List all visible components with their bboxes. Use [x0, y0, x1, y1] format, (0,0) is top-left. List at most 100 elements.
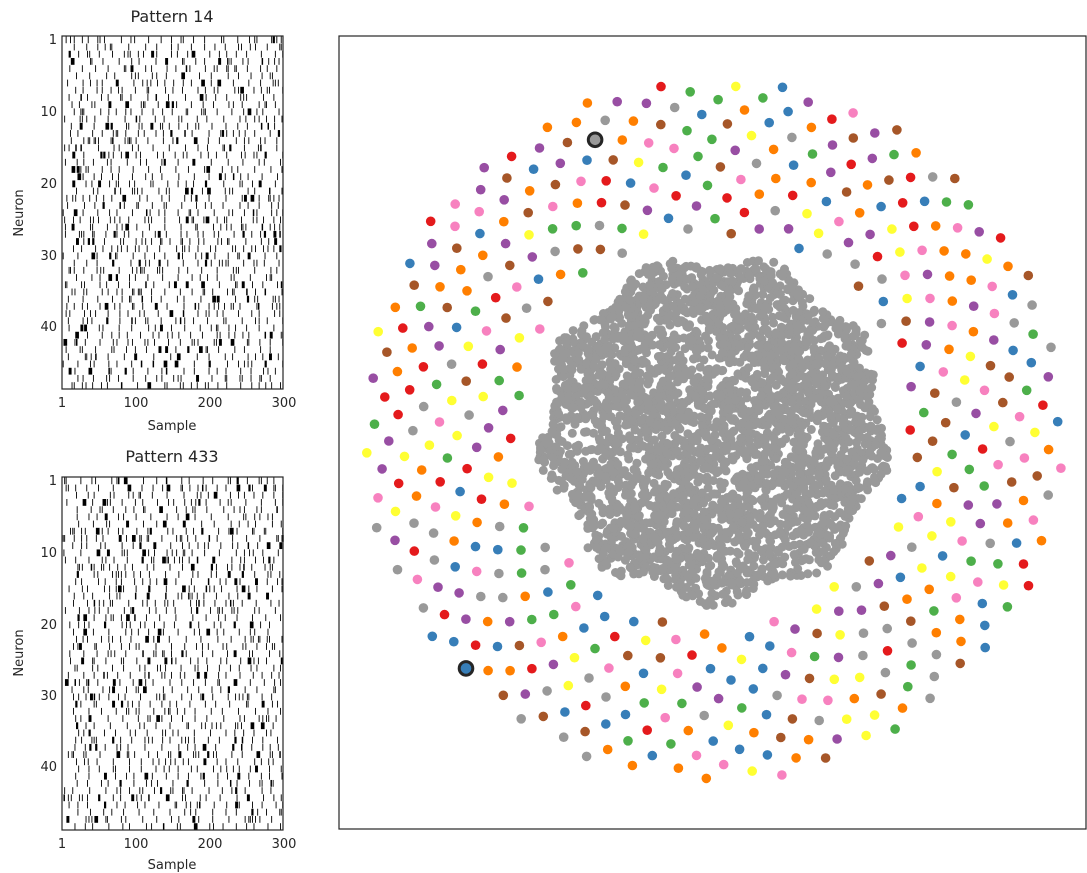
spike-mark	[135, 151, 137, 159]
spike-mark	[93, 137, 95, 145]
spike-mark	[247, 187, 249, 195]
spike-mark	[145, 65, 147, 73]
spike-mark	[126, 707, 127, 715]
spike-mark	[243, 137, 245, 145]
spike-mark	[279, 571, 281, 578]
spike-mark	[158, 259, 161, 267]
spike-mark	[207, 144, 209, 152]
spike-mark	[211, 722, 213, 730]
core-point	[851, 453, 861, 462]
spike-mark	[193, 729, 195, 737]
spike-mark	[148, 223, 150, 231]
spike-mark	[193, 36, 195, 44]
spike-mark	[281, 166, 283, 173]
spike-mark	[206, 628, 211, 636]
spike-mark	[81, 245, 83, 253]
spike-mark	[216, 628, 218, 636]
spike-mark	[111, 808, 113, 816]
spike-mark	[235, 281, 237, 289]
spike-mark	[135, 115, 138, 123]
spike-mark	[94, 607, 96, 614]
spike-mark	[133, 288, 135, 296]
core-point	[760, 363, 770, 372]
spike-mark	[200, 693, 202, 701]
spike-mark	[243, 209, 245, 217]
core-point	[695, 449, 705, 459]
spike-mark	[171, 101, 174, 109]
spike-mark	[131, 535, 136, 542]
spike-mark	[201, 722, 203, 730]
spike-mark	[138, 259, 141, 267]
spike-mark	[207, 542, 209, 550]
spike-mark	[131, 58, 133, 65]
spike-mark	[263, 230, 267, 238]
spike-mark	[73, 302, 75, 310]
spike-mark	[75, 578, 77, 586]
spike-mark	[97, 664, 99, 672]
spike-mark	[101, 563, 102, 571]
spike-mark	[116, 801, 118, 809]
spike-mark	[132, 252, 134, 260]
spike-mark	[162, 628, 164, 636]
spike-mark	[261, 223, 264, 231]
spike-mark	[227, 477, 229, 485]
spike-mark	[261, 801, 263, 809]
spike-mark	[227, 360, 228, 368]
spike-mark	[230, 223, 232, 231]
spike-mark	[75, 194, 77, 202]
core-point	[733, 590, 743, 600]
spike-mark	[126, 556, 128, 564]
spike-mark	[192, 158, 196, 166]
spike-mark	[171, 657, 173, 665]
spike-mark	[252, 815, 253, 823]
spike-mark	[262, 549, 264, 557]
spike-mark	[232, 266, 234, 274]
spike-mark	[264, 151, 267, 159]
spike-mark	[256, 36, 258, 44]
spike-mark	[75, 772, 77, 780]
spike-mark	[112, 664, 113, 672]
spike-mark	[105, 657, 107, 665]
core-point	[551, 375, 561, 384]
spike-mark	[137, 715, 139, 722]
spike-mark	[140, 765, 142, 773]
spike-mark	[163, 115, 165, 123]
core-point	[688, 305, 698, 314]
spike-mark	[173, 556, 175, 564]
spike-mark	[258, 382, 260, 389]
spike-mark	[76, 513, 78, 521]
spike-mark	[277, 353, 279, 361]
spike-mark	[171, 549, 173, 557]
spike-mark	[280, 158, 281, 166]
spike-mark	[248, 79, 250, 87]
spike-mark	[241, 374, 243, 382]
spike-mark	[110, 86, 112, 94]
spike-mark	[73, 693, 74, 701]
spike-mark	[131, 144, 133, 152]
spike-mark	[112, 794, 114, 802]
spike-mark	[227, 259, 229, 267]
core-point	[778, 271, 788, 281]
spike-mark	[68, 801, 70, 809]
spike-mark	[137, 628, 139, 636]
spike-mark	[75, 700, 78, 708]
spike-mark	[191, 592, 193, 600]
spike-mark	[276, 302, 278, 310]
spike-mark	[117, 180, 119, 188]
spike-mark	[273, 324, 275, 332]
spike-mark	[199, 274, 201, 281]
spike-mark	[92, 664, 94, 672]
spike-mark	[112, 259, 115, 267]
core-point	[766, 394, 776, 404]
spike-mark	[98, 144, 99, 152]
spike-mark	[153, 563, 155, 571]
spike-mark	[212, 693, 214, 701]
spike-mark	[64, 158, 66, 166]
spike-mark	[191, 130, 193, 137]
core-point	[830, 471, 840, 481]
spike-mark	[134, 86, 136, 94]
spike-mark	[225, 808, 227, 816]
spike-mark	[159, 166, 161, 173]
spike-mark	[109, 491, 111, 499]
spike-mark	[105, 556, 107, 564]
